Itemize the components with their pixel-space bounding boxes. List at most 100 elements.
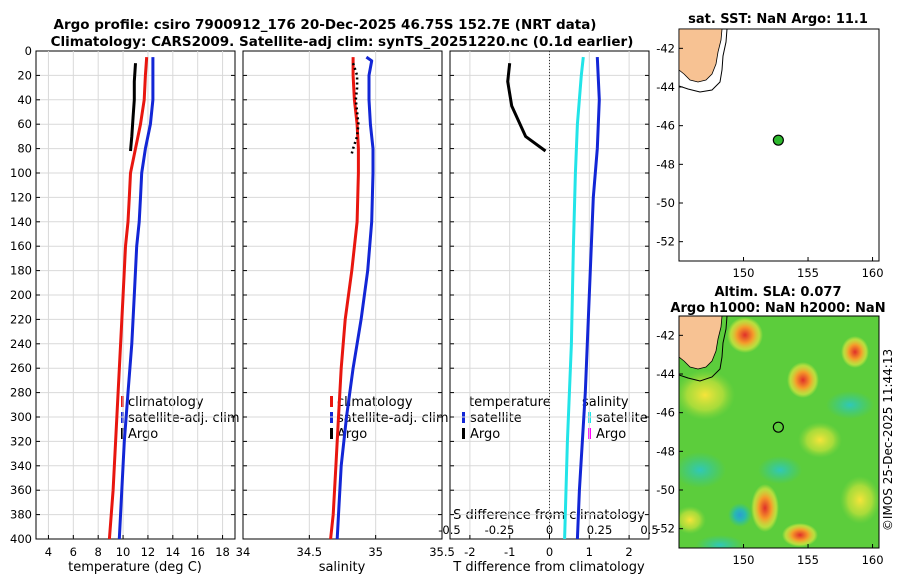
- y-tick-label: 180: [10, 264, 32, 278]
- series-line-t-satellite: [575, 57, 601, 540]
- x-tick-label: 14: [165, 545, 180, 559]
- x-tick-label: 10: [116, 545, 131, 559]
- x-tick-label: 150: [733, 553, 755, 567]
- y-tick-label: 60: [17, 117, 32, 131]
- sla-blob: [787, 362, 819, 398]
- sla-map: [678, 315, 880, 549]
- y-tick-label: 360: [10, 483, 32, 497]
- s-tick-label: -0.5: [438, 523, 460, 537]
- tasmania-land: [679, 29, 723, 83]
- series-line-climatology: [329, 57, 360, 540]
- legend-label-s-satellite: satellite: [596, 411, 648, 426]
- sla-map-title1: Altim. SLA: 0.077: [715, 285, 842, 300]
- y-tick-label: 160: [10, 239, 32, 253]
- y-tick-label: 80: [17, 142, 32, 156]
- salinity-xlabel: salinity: [319, 560, 366, 575]
- series-line-argo: [129, 63, 137, 152]
- y-tick-label: 380: [10, 508, 32, 522]
- panel-0-marks: 0 20 40 60 80 100 120 140 160 180 200 220 240 260 280 3…: [10, 44, 235, 559]
- y-tick-label: -46: [656, 406, 675, 420]
- sst-map-title: sat. SST: NaN Argo: 11.1: [688, 12, 868, 27]
- argo-position-marker: [772, 421, 784, 433]
- x-tick-label: 155: [797, 553, 819, 567]
- panel-2-marks: -2 -1 0 1 2 -0.5 -0.25 0 0.25 0.5: [438, 50, 659, 559]
- s-tick-label: 0.25: [587, 523, 613, 537]
- series-line-satellite-adj-clim: [335, 55, 375, 540]
- y-tick-label: -44: [656, 367, 675, 381]
- y-tick-label: -42: [656, 328, 675, 342]
- x-tick-label: 2: [625, 545, 632, 559]
- y-tick-label: -50: [656, 196, 675, 210]
- y-tick-label: 40: [17, 93, 32, 107]
- legend-swatch-climatology: [330, 396, 333, 407]
- x-tick-label: 150: [733, 266, 755, 280]
- s-tick-label: 0.5: [640, 523, 658, 537]
- series-line-climatology: [107, 56, 149, 540]
- y-tick-label: 140: [10, 215, 32, 229]
- map-1-axes: 150 155 160 -42 -44 -46 -48 -50 -52: [656, 328, 883, 567]
- y-tick-label: -42: [656, 41, 675, 55]
- legend-label-t-satellite: satellite: [470, 411, 522, 426]
- sla-blob: [841, 336, 869, 368]
- temperature-xlabel: temperature (deg C): [68, 560, 202, 575]
- legend-label-s-argo: Argo: [596, 427, 626, 442]
- sla-blob: [840, 476, 879, 524]
- x-tick-label: 8: [95, 545, 102, 559]
- shelf-contour: [679, 29, 728, 93]
- series-line-t-argo: [506, 63, 547, 153]
- x-tick-label: 18: [215, 545, 230, 559]
- sla-blob: [826, 391, 874, 419]
- series-line-argo: [350, 62, 360, 154]
- y-tick-label: 260: [10, 361, 32, 375]
- x-tick-label: 16: [190, 545, 205, 559]
- y-tick-label: 120: [10, 190, 32, 204]
- legend-heading-salinity: salinity: [582, 395, 629, 410]
- y-tick-label: 20: [17, 68, 32, 82]
- map-0-axes: 150 155 160 -42 -44 -46 -48 -50 -52: [656, 41, 883, 280]
- legend-label-satellite: satellite-adj. clim: [337, 411, 449, 426]
- legend-swatch-argo: [330, 428, 333, 439]
- x-tick-label: 160: [862, 266, 884, 280]
- y-tick-label: -52: [656, 235, 675, 249]
- tasmania-land: [679, 316, 723, 370]
- legend-label-climatology: climatology: [128, 395, 204, 410]
- y-tick-label: -48: [656, 444, 675, 458]
- y-tick-label: 100: [10, 166, 32, 180]
- x-tick-label: 0: [546, 545, 553, 559]
- y-tick-label: 320: [10, 434, 32, 448]
- y-tick-label: 400: [10, 532, 32, 546]
- title-line2: Climatology: CARS2009. Satellite-adj cli…: [51, 34, 634, 50]
- sla-blob: [782, 523, 818, 547]
- difference-legend: temperature satellite Argo salinity sate…: [462, 395, 648, 442]
- shelf-contour: [679, 316, 728, 382]
- y-tick-label: 340: [10, 459, 32, 473]
- y-tick-label: 200: [10, 288, 32, 302]
- legend-label-satellite: satellite-adj. clim: [128, 411, 240, 426]
- difference-xlabel: T difference from climatology: [452, 560, 645, 575]
- s-tick-label: -0.25: [485, 523, 515, 537]
- temperature-legend: climatology satellite-adj. clim Argo: [121, 395, 240, 442]
- y-tick-label: 220: [10, 312, 32, 326]
- y-tick-label: -50: [656, 483, 675, 497]
- legend-swatch-t-argo: [462, 428, 465, 439]
- sla-blob: [696, 535, 744, 548]
- panel-1-marks: 34 34.5 35 35.5: [236, 50, 455, 559]
- legend-label-argo: Argo: [337, 427, 367, 442]
- sla-blob: [727, 317, 763, 353]
- legend-swatch-climatology: [121, 396, 124, 407]
- y-tick-label: 300: [10, 410, 32, 424]
- y-tick-label: 240: [10, 337, 32, 351]
- y-tick-label: 280: [10, 386, 32, 400]
- s-tick-label: 0: [546, 523, 553, 537]
- sla-blob: [679, 506, 706, 534]
- legend-label-climatology: climatology: [337, 395, 413, 410]
- x-tick-label: 12: [141, 545, 156, 559]
- x-tick-label: -1: [504, 545, 515, 559]
- sla-blob: [679, 452, 726, 488]
- series-line-satellite-adj-clim: [117, 57, 155, 540]
- x-tick-label: 34: [236, 545, 251, 559]
- y-tick-label: -48: [656, 157, 675, 171]
- x-tick-label: 34.5: [297, 545, 323, 559]
- legend-swatch-argo: [121, 428, 124, 439]
